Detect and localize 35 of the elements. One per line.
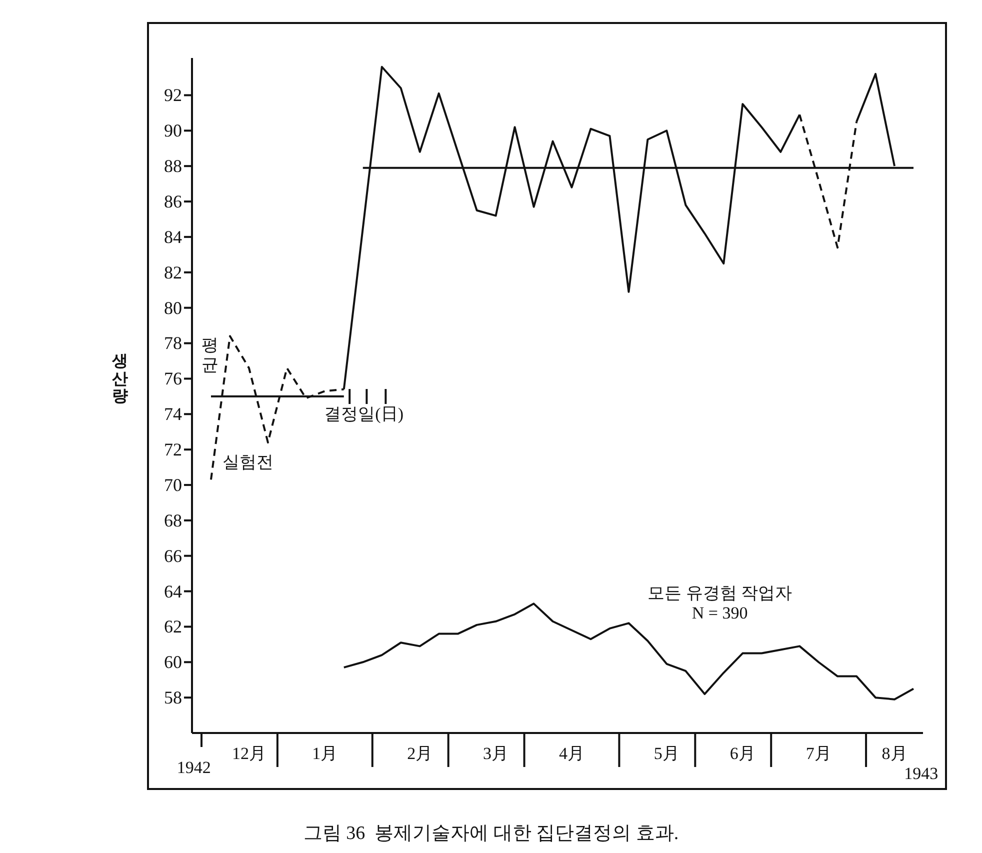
y-tick-label: 78 — [164, 333, 182, 354]
annotation: 실험전 — [222, 452, 274, 472]
x-tick-label: 12月 — [232, 744, 266, 763]
x-tick-label: 6月 — [730, 744, 756, 763]
y-tick-label: 62 — [164, 616, 182, 637]
x-tick-label: 3月 — [483, 744, 509, 763]
y-tick-label: 92 — [164, 85, 182, 106]
y-tick-label: 88 — [164, 156, 182, 176]
y-tick-label: 90 — [164, 120, 182, 141]
x-tick-label: 8月 — [882, 744, 908, 763]
y-tick-label: 82 — [164, 262, 182, 282]
y-tick-label: 76 — [164, 368, 182, 389]
text: 1942 — [176, 758, 211, 777]
annotation: 모든 유경험 작업자 N = 390 — [648, 583, 792, 622]
y-tick-label: 72 — [164, 440, 182, 460]
text: 1943 — [904, 764, 938, 783]
y-tick-label: 68 — [164, 510, 182, 530]
y-tick-label: 58 — [164, 688, 182, 708]
x-tick-label: 4月 — [558, 744, 584, 763]
y-axis-title: 생산량 — [112, 353, 129, 406]
annotation: 결정일(日) — [324, 404, 404, 424]
x-tick-label: 7月 — [806, 744, 832, 763]
y-tick-label: 84 — [164, 226, 182, 247]
x-tick-label: 2月 — [407, 744, 433, 763]
x-tick-label: 1月 — [312, 744, 338, 763]
y-tick-label: 70 — [164, 474, 182, 495]
y-tick-label: 74 — [164, 404, 182, 424]
y-tick-label: 80 — [164, 298, 182, 318]
y-tick-label: 86 — [164, 192, 182, 212]
text: 그림 36 봉제기술자에 대한 집단결정의 효과. — [302, 822, 680, 846]
y-tick-label: 66 — [164, 546, 182, 566]
y-tick-label: 64 — [164, 581, 182, 602]
y-tick-label: 60 — [164, 652, 182, 672]
annotation: 평 균 — [202, 335, 219, 374]
x-tick-label: 5月 — [654, 744, 680, 763]
